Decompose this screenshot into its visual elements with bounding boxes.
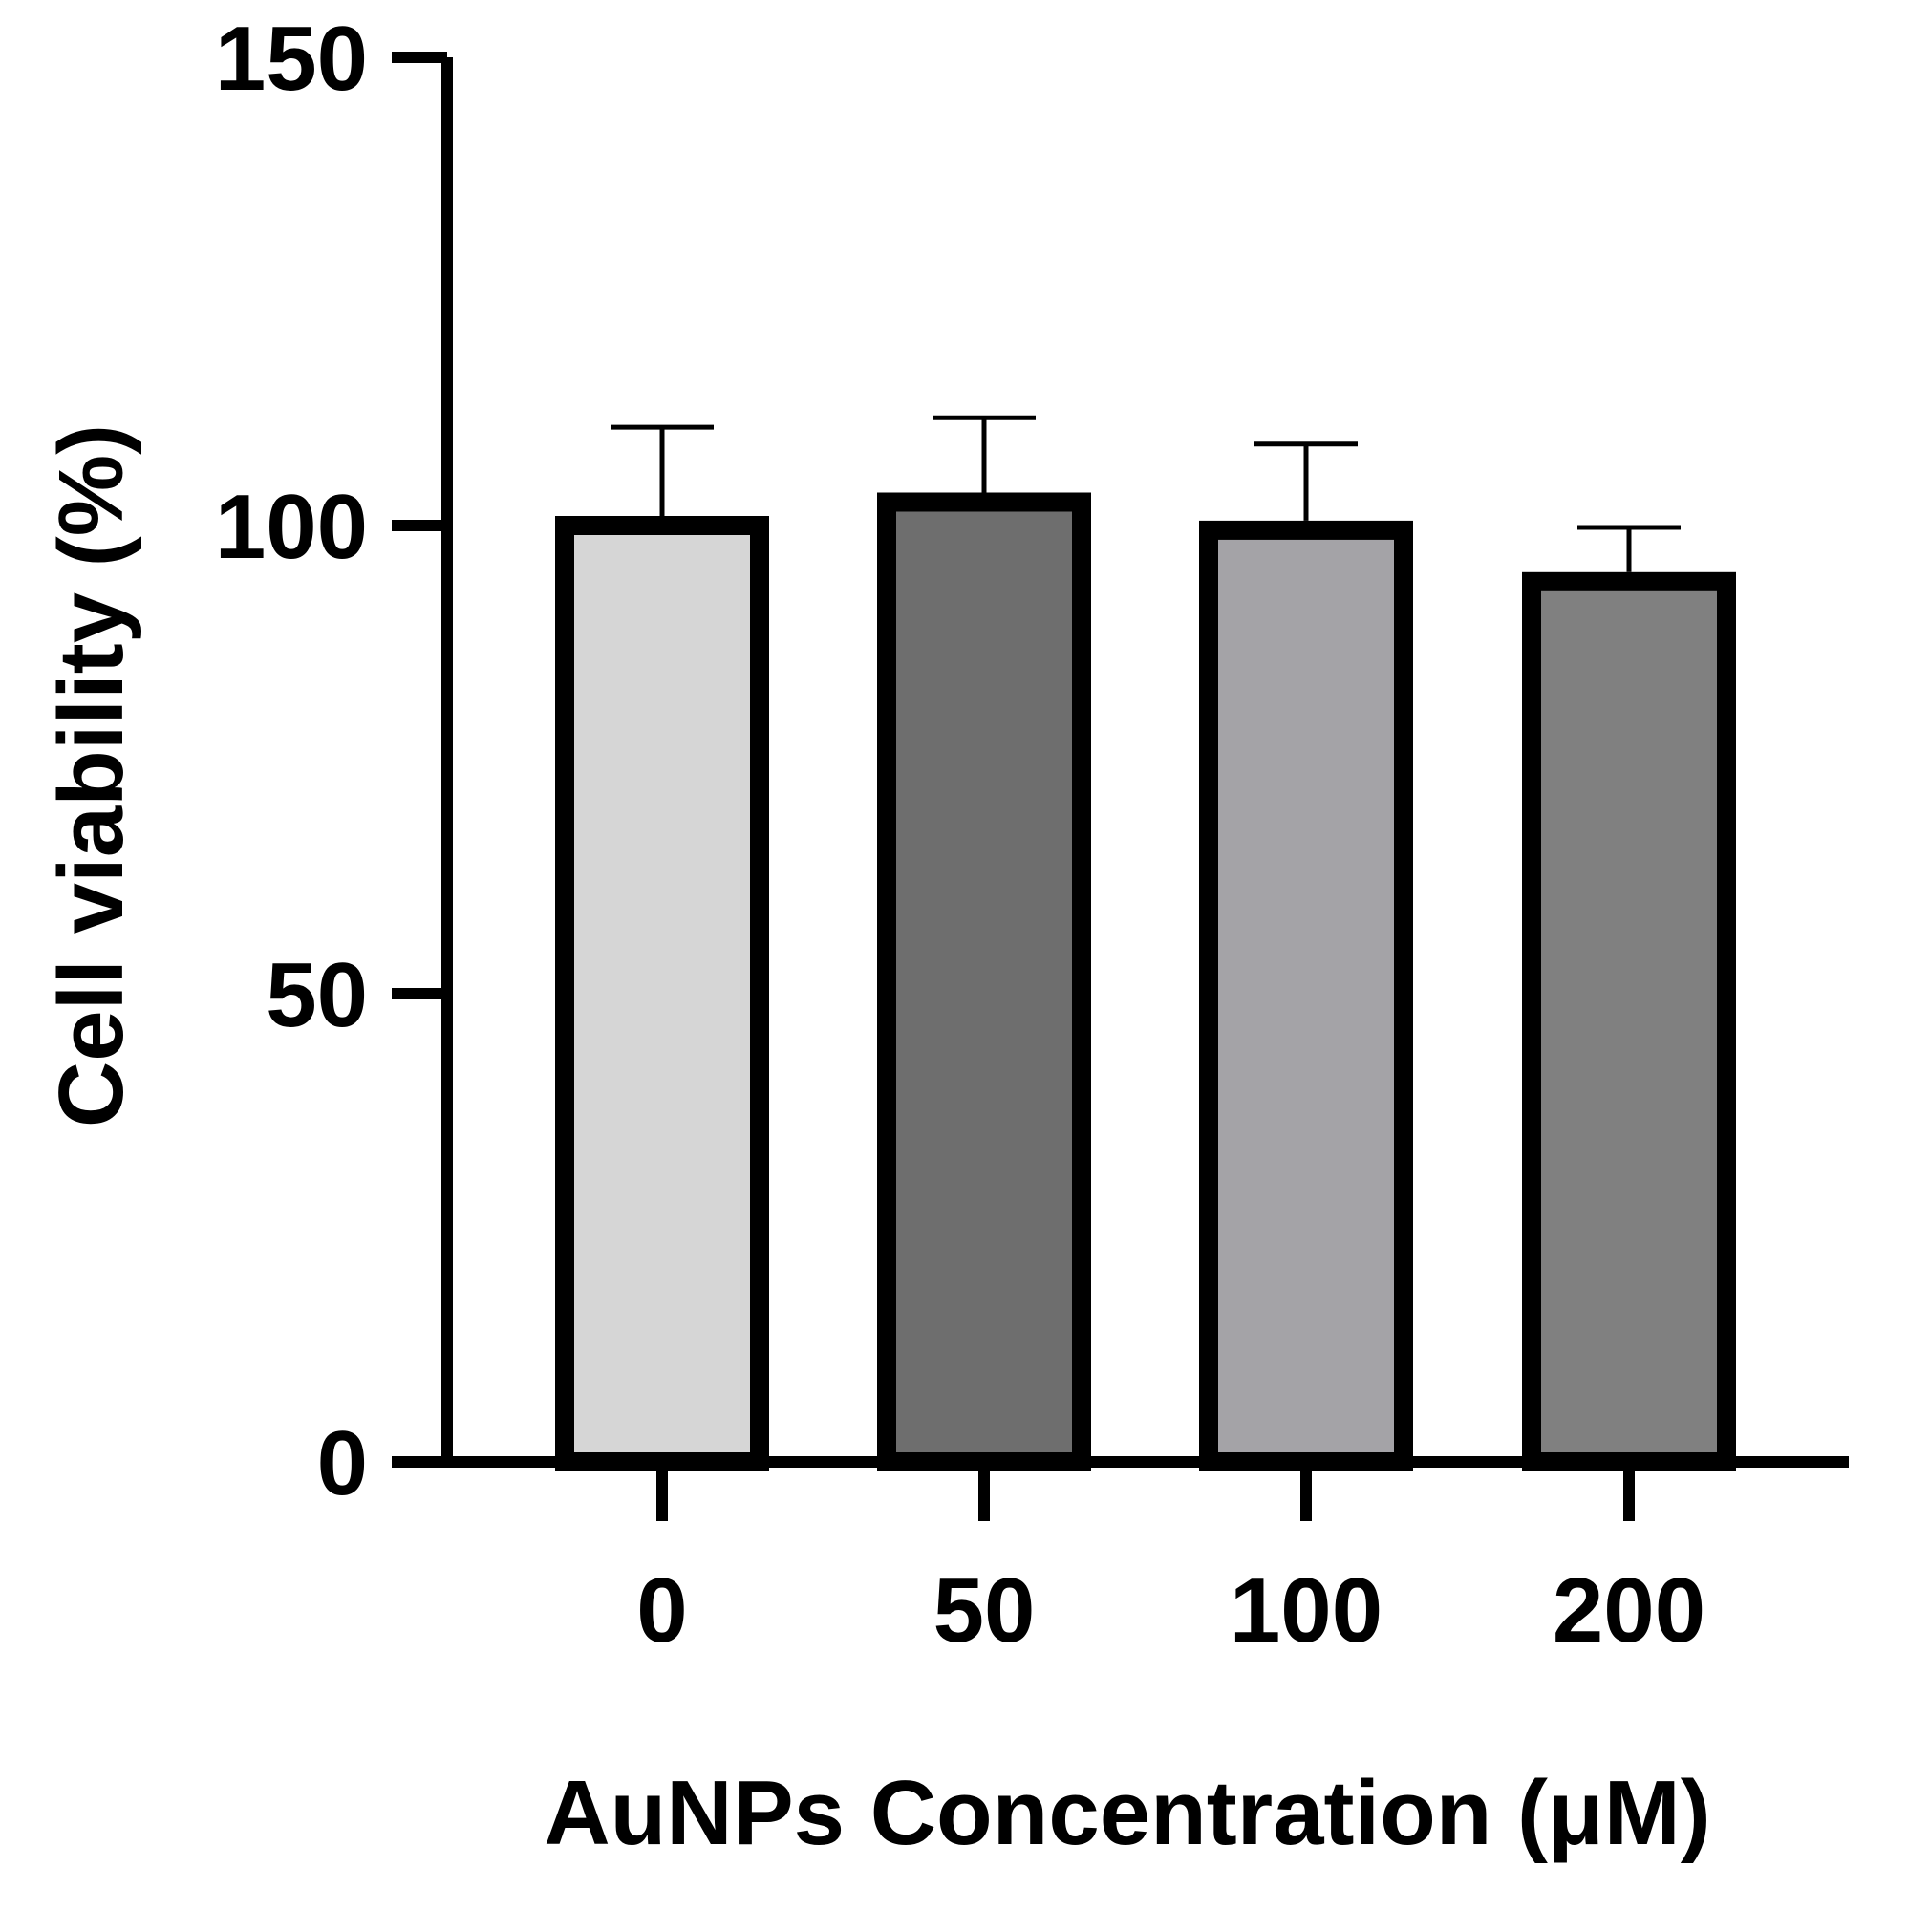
x-tick-label-0: 0 bbox=[636, 1559, 687, 1662]
x-tick-label-50: 50 bbox=[933, 1559, 1036, 1662]
y-tick-label-150: 150 bbox=[215, 8, 368, 110]
y-tick-label-0: 0 bbox=[317, 1412, 368, 1514]
x-tick-label-200: 200 bbox=[1553, 1559, 1705, 1662]
axes-layer bbox=[392, 52, 1849, 1521]
bar-100 bbox=[1199, 520, 1413, 1471]
bars-layer bbox=[555, 492, 1736, 1471]
y-tick-label-100: 100 bbox=[215, 476, 368, 578]
tick-labels-layer: 0 50 100 200 0 50 100 150 bbox=[215, 8, 1705, 1662]
y-tick-label-50: 50 bbox=[266, 944, 368, 1046]
bar-50 bbox=[877, 492, 1091, 1471]
y-axis-title: Cell viability (%) bbox=[40, 424, 142, 1127]
bar-200 bbox=[1522, 571, 1736, 1471]
x-axis-title: AuNPs Concentration (μM) bbox=[544, 1762, 1710, 1864]
x-tick-label-100: 100 bbox=[1230, 1559, 1383, 1662]
bar-0 bbox=[555, 516, 769, 1471]
error-bars-layer bbox=[611, 415, 1681, 572]
